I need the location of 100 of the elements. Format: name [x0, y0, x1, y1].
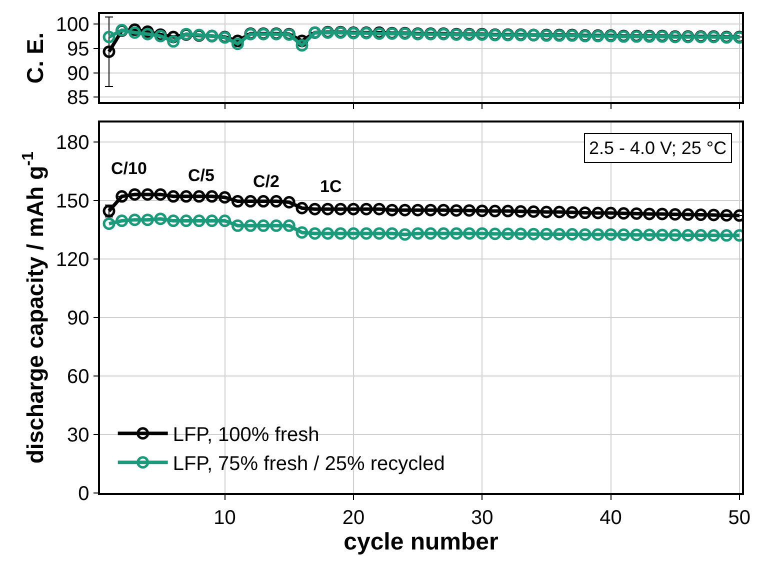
point — [347, 227, 360, 240]
point — [231, 195, 244, 208]
point — [206, 214, 218, 228]
point — [437, 204, 450, 216]
x-tick-label: 30 — [470, 506, 494, 529]
point — [102, 217, 116, 230]
point — [412, 204, 424, 216]
point — [643, 208, 656, 220]
point — [398, 204, 412, 216]
point — [566, 228, 578, 240]
annotation: C/10 — [111, 159, 147, 178]
point — [514, 205, 527, 218]
point — [604, 228, 618, 241]
point — [321, 202, 334, 216]
point — [154, 212, 167, 226]
point — [540, 206, 553, 218]
point — [218, 214, 232, 228]
point — [694, 208, 708, 221]
point — [502, 204, 514, 218]
y-tick-label: 90 — [67, 62, 90, 85]
y-tick-label: 60 — [67, 366, 90, 388]
point — [257, 219, 270, 232]
point — [180, 214, 192, 228]
point — [231, 219, 244, 232]
point — [154, 188, 167, 201]
point — [682, 228, 694, 242]
point — [296, 39, 308, 52]
point — [682, 208, 694, 221]
legend-label: LFP, 75% fresh / 25% recycled — [172, 453, 445, 476]
point — [167, 214, 180, 228]
y-axis-title: C. E. — [22, 32, 48, 84]
y-tick-label: 150 — [56, 190, 90, 212]
x-tick-label: 50 — [728, 506, 751, 529]
point — [192, 214, 206, 228]
point — [308, 227, 322, 240]
point — [617, 228, 630, 241]
point — [527, 205, 540, 218]
point — [192, 190, 206, 203]
point — [257, 195, 270, 208]
x-tick-label: 40 — [600, 506, 622, 529]
point — [604, 206, 618, 220]
point — [218, 191, 232, 204]
point — [488, 228, 502, 240]
point — [656, 208, 668, 220]
point — [206, 190, 218, 203]
annotation: C/5 — [188, 166, 214, 185]
point — [141, 188, 154, 201]
point — [231, 38, 244, 50]
y-tick-label: 180 — [56, 132, 90, 154]
point — [296, 226, 308, 239]
point — [386, 227, 398, 240]
x-tick-label: 20 — [342, 506, 365, 529]
point — [282, 196, 296, 208]
point — [553, 228, 566, 240]
point — [308, 202, 322, 216]
point — [694, 228, 708, 242]
point — [463, 204, 476, 217]
annotation: 1C — [320, 177, 342, 196]
point — [668, 208, 682, 221]
point — [321, 227, 334, 240]
point — [476, 227, 488, 240]
point — [244, 195, 257, 208]
point — [720, 209, 733, 222]
point — [270, 219, 283, 232]
point — [656, 228, 668, 242]
point — [553, 206, 566, 218]
point — [424, 204, 437, 216]
point — [347, 202, 360, 216]
point — [450, 227, 463, 240]
y-tick-label: 100 — [56, 14, 90, 36]
point — [592, 228, 604, 241]
point — [128, 188, 141, 201]
annotation: 2.5 - 4.0 V; 25 °C — [589, 138, 727, 158]
point — [540, 228, 553, 240]
point — [578, 206, 592, 220]
legend-label: LFP, 100% fresh — [172, 424, 320, 446]
y-tick-label: 0 — [78, 483, 90, 506]
point — [167, 35, 180, 48]
point — [141, 28, 154, 40]
point — [707, 208, 720, 222]
point — [488, 204, 502, 218]
point — [116, 214, 128, 228]
point — [643, 228, 656, 242]
point — [244, 219, 257, 232]
x-tick-label: 10 — [214, 506, 236, 529]
point — [463, 227, 476, 240]
point — [668, 228, 682, 242]
y-tick-label: 90 — [67, 307, 90, 330]
point — [102, 45, 116, 58]
point — [578, 228, 592, 241]
y-tick-label: 95 — [67, 38, 90, 60]
point — [102, 30, 116, 44]
point — [424, 227, 437, 240]
point — [437, 227, 450, 240]
point — [592, 206, 604, 220]
point — [398, 228, 412, 241]
point — [282, 219, 296, 232]
point — [296, 202, 308, 214]
point — [707, 229, 720, 242]
point — [360, 227, 373, 240]
